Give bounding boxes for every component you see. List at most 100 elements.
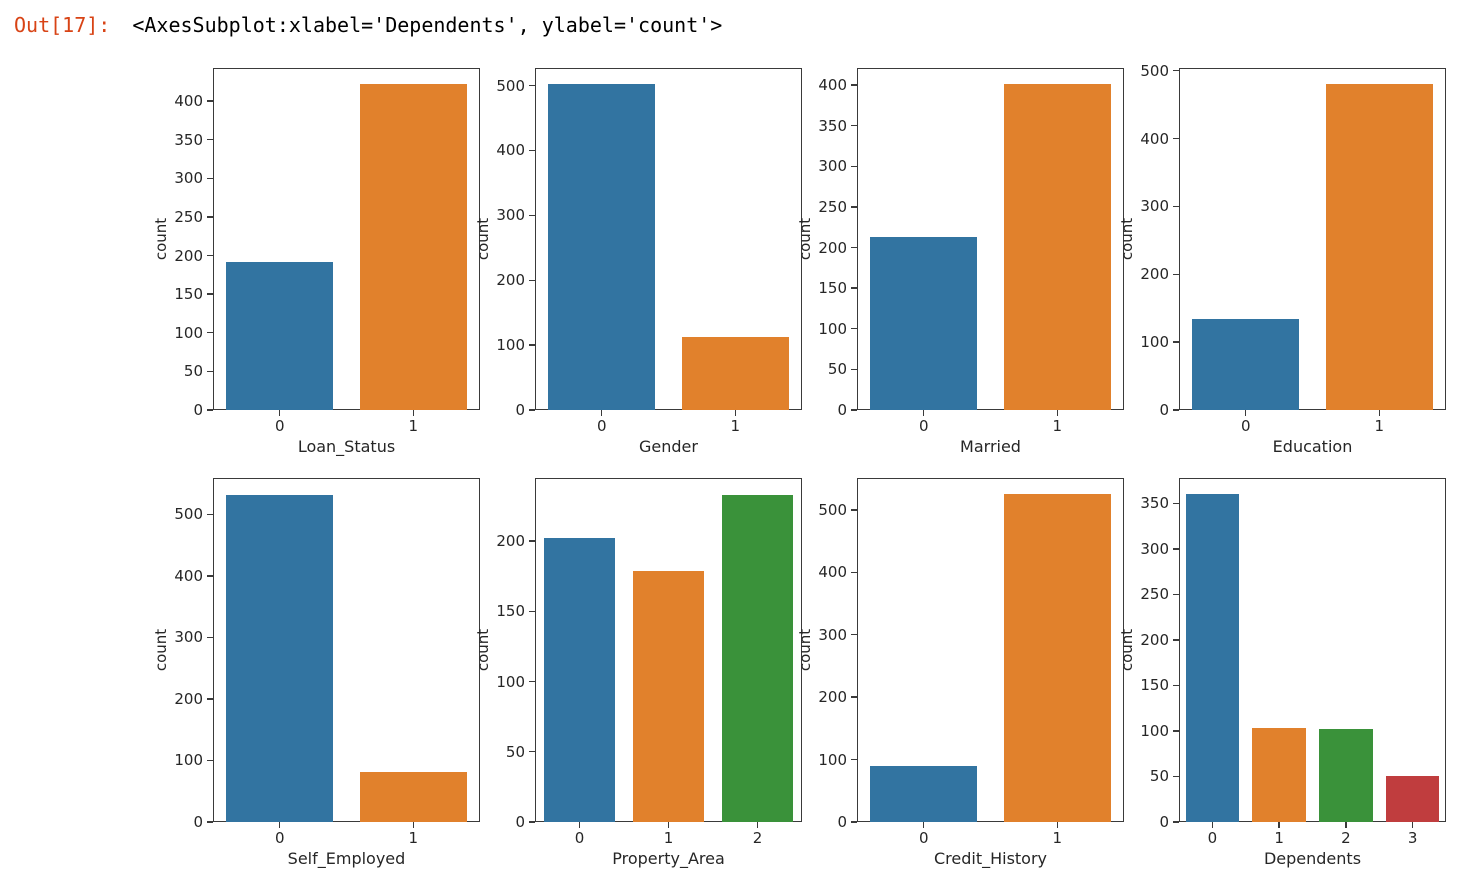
y-tick-label: 200 [818, 688, 847, 707]
y-tick-label: 200 [818, 238, 847, 257]
x-axis-label: Education [1272, 437, 1353, 456]
y-tick-label: 400 [174, 566, 203, 585]
x-tick-mark [279, 822, 281, 828]
y-tick-label: 100 [174, 751, 203, 770]
y-tick-mark [851, 287, 857, 289]
y-tick-mark [207, 636, 213, 639]
y-axis-label: count [796, 628, 814, 672]
y-tick-mark [1173, 639, 1179, 641]
y-tick-mark [207, 139, 213, 141]
y-tick-label: 0 [1159, 813, 1169, 831]
x-tick-mark [412, 410, 414, 416]
output-area: Out[17]: <AxesSubplot:xlabel='Dependents… [14, 12, 722, 38]
y-tick-mark [851, 368, 857, 371]
y-tick-label: 200 [174, 689, 203, 708]
figure: 0 50 100 150 200 250 300 350 400 0 1 count Loan_Stat… [0, 60, 1468, 876]
y-tick-mark [1173, 821, 1179, 823]
y-tick-label: 150 [818, 279, 847, 298]
x-tick-mark [1378, 410, 1380, 416]
y-tick-label: 100 [496, 672, 525, 691]
y-tick-label: 100 [1140, 333, 1169, 352]
y-tick-mark [851, 165, 857, 167]
x-tick-mark [667, 822, 670, 828]
y-tick-mark [529, 409, 535, 411]
y-tick-mark [851, 409, 857, 411]
y-tick-label: 0 [193, 813, 203, 831]
x-tick-label: 0 [274, 829, 285, 847]
y-tick-label: 0 [837, 813, 847, 831]
bar-self_employed-1 [359, 771, 467, 822]
y-tick-label: 350 [174, 130, 203, 149]
y-tick-label: 0 [515, 813, 525, 831]
x-tick-mark [412, 822, 414, 828]
x-axis-label: Self_Employed [287, 849, 406, 868]
x-tick-label: 1 [663, 829, 674, 847]
y-axis-label: count [1118, 628, 1136, 672]
y-tick-label: 0 [1159, 401, 1169, 419]
y-tick-mark [1173, 273, 1179, 275]
y-tick-mark [207, 254, 213, 257]
y-tick-label: 50 [1149, 767, 1169, 786]
y-tick-mark [851, 84, 857, 86]
y-tick-label: 350 [818, 116, 847, 135]
bar-married-1 [1003, 84, 1111, 410]
bar-dependents-0 [1185, 494, 1240, 822]
y-tick-label: 150 [496, 602, 525, 621]
x-tick-label: 1 [1052, 417, 1063, 435]
y-tick-mark [851, 206, 857, 208]
y-tick-mark [851, 124, 857, 127]
y-tick-mark [851, 758, 857, 761]
bar-loan_status-0 [226, 261, 334, 410]
y-tick-mark [529, 540, 535, 542]
x-tick-label: 2 [1341, 829, 1351, 847]
y-tick-label: 100 [818, 319, 847, 338]
y-tick-label: 400 [1140, 129, 1169, 148]
bar-gender-0 [548, 84, 656, 410]
x-tick-label: 0 [574, 829, 585, 847]
y-tick-mark [529, 149, 535, 152]
x-tick-mark [756, 822, 759, 828]
bar-property_area-1 [632, 570, 705, 822]
y-tick-label: 100 [174, 323, 203, 342]
x-tick-mark [1245, 410, 1247, 416]
y-tick-label: 300 [818, 625, 847, 644]
y-tick-mark [1173, 205, 1179, 208]
out-repr-text: <AxesSubplot:xlabel='Dependents', ylabel… [132, 13, 723, 37]
y-tick-label: 300 [818, 157, 847, 176]
x-tick-mark [1056, 410, 1058, 416]
y-tick-label: 400 [496, 141, 525, 160]
y-tick-mark [529, 610, 535, 613]
y-tick-mark [207, 370, 213, 373]
bar-credit_history-0 [870, 766, 978, 822]
y-tick-mark [1173, 502, 1179, 505]
y-tick-mark [207, 332, 213, 334]
y-tick-mark [529, 821, 535, 823]
bar-gender-1 [681, 337, 789, 410]
y-tick-label: 400 [174, 92, 203, 111]
y-tick-mark [1173, 684, 1179, 687]
y-tick-label: 200 [496, 532, 525, 551]
x-tick-mark [279, 410, 281, 416]
x-tick-label: 3 [1407, 829, 1418, 847]
y-tick-mark [1173, 341, 1179, 343]
x-tick-mark [1278, 822, 1280, 828]
y-axis-label: count [474, 217, 492, 261]
x-tick-label: 1 [408, 829, 419, 847]
y-tick-label: 250 [174, 207, 203, 226]
y-tick-label: 350 [1140, 494, 1169, 513]
y-axis-label: count [1118, 217, 1136, 261]
x-tick-mark [1211, 822, 1214, 828]
x-tick-label: 1 [730, 417, 741, 435]
x-axis-label: Gender [639, 437, 698, 456]
x-axis-label: Dependents [1263, 849, 1362, 868]
y-tick-label: 500 [496, 76, 525, 95]
y-tick-label: 300 [1140, 539, 1169, 558]
bar-property_area-2 [721, 494, 794, 822]
y-tick-label: 200 [174, 246, 203, 265]
bar-self_employed-0 [226, 494, 334, 822]
y-tick-label: 50 [827, 360, 847, 379]
bar-credit_history-1 [1003, 494, 1111, 822]
x-tick-mark [1345, 822, 1347, 828]
x-tick-label: 0 [918, 829, 929, 847]
y-tick-mark [851, 634, 857, 636]
